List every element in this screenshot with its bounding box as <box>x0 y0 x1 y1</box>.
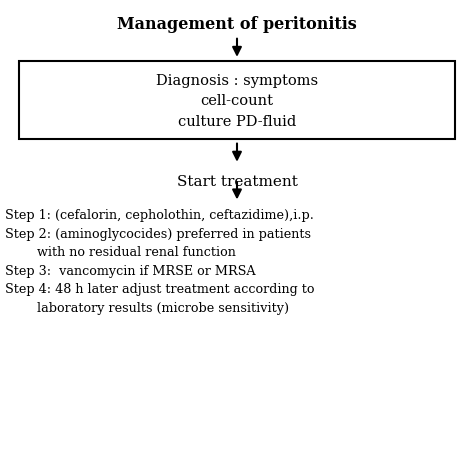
Text: Management of peritonitis: Management of peritonitis <box>117 16 357 33</box>
Text: Step 1: (cefalorin, cepholothin, ceftazidime),i.p.
Step 2: (aminoglycocides) pre: Step 1: (cefalorin, cepholothin, ceftazi… <box>5 209 314 314</box>
Text: Diagnosis : symptoms
cell-count
culture PD-fluid: Diagnosis : symptoms cell-count culture … <box>156 73 318 129</box>
Bar <box>19 62 455 140</box>
Text: Start treatment: Start treatment <box>176 174 298 188</box>
